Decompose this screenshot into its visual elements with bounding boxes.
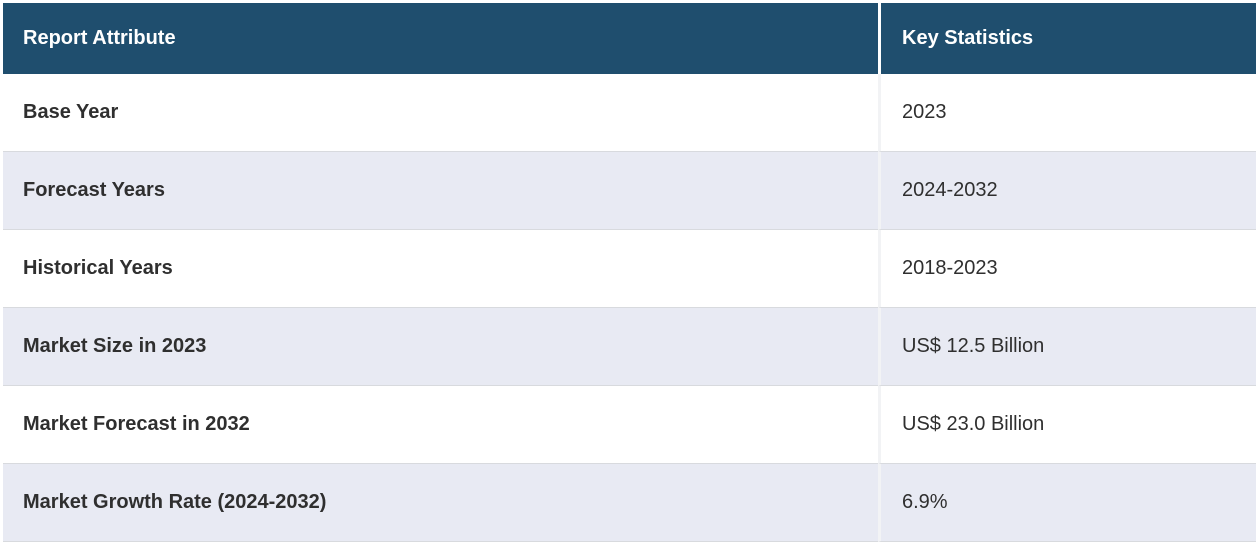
attribute-cell: Market Growth Rate (2024-2032) bbox=[3, 464, 878, 542]
attribute-cell: Market Forecast in 2032 bbox=[3, 386, 878, 464]
value-cell: 6.9% bbox=[878, 464, 1256, 542]
header-row: Report Attribute Key Statistics bbox=[3, 3, 1256, 74]
value-cell: US$ 23.0 Billion bbox=[878, 386, 1256, 464]
value-cell: 2023 bbox=[878, 74, 1256, 152]
attribute-cell: Forecast Years bbox=[3, 152, 878, 230]
attribute-cell: Historical Years bbox=[3, 230, 878, 308]
value-cell: 2018-2023 bbox=[878, 230, 1256, 308]
table-row: Market Size in 2023 US$ 12.5 Billion bbox=[3, 308, 1256, 386]
table-header: Report Attribute Key Statistics bbox=[3, 3, 1256, 74]
table-row: Forecast Years 2024-2032 bbox=[3, 152, 1256, 230]
value-cell: 2024-2032 bbox=[878, 152, 1256, 230]
value-cell: US$ 12.5 Billion bbox=[878, 308, 1256, 386]
report-summary-table: Report Attribute Key Statistics Base Yea… bbox=[3, 3, 1256, 542]
table-row: Historical Years 2018-2023 bbox=[3, 230, 1256, 308]
attribute-cell: Base Year bbox=[3, 74, 878, 152]
table-body: Base Year 2023 Forecast Years 2024-2032 … bbox=[3, 74, 1256, 542]
table-row: Base Year 2023 bbox=[3, 74, 1256, 152]
column-header-report-attribute: Report Attribute bbox=[3, 3, 878, 74]
table-row: Market Forecast in 2032 US$ 23.0 Billion bbox=[3, 386, 1256, 464]
attribute-cell: Market Size in 2023 bbox=[3, 308, 878, 386]
column-header-key-statistics: Key Statistics bbox=[878, 3, 1256, 74]
report-summary-table-container: Report Attribute Key Statistics Base Yea… bbox=[3, 3, 1256, 542]
table-row: Market Growth Rate (2024-2032) 6.9% bbox=[3, 464, 1256, 542]
